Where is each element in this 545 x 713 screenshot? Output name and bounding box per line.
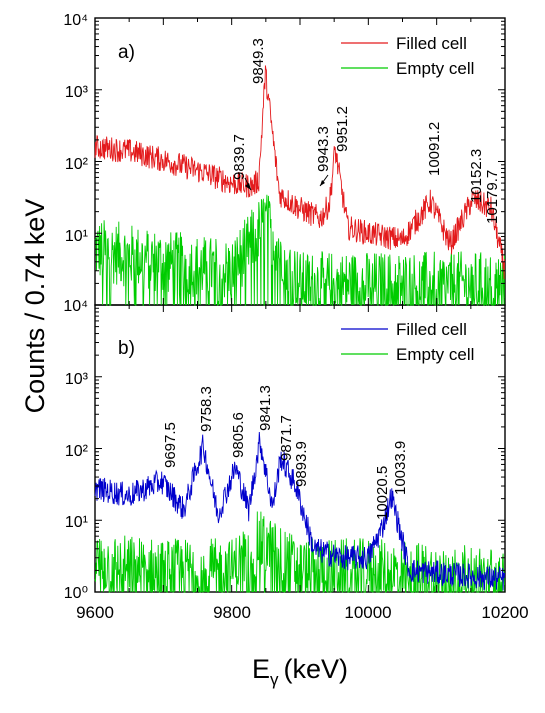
y-tick-label: 10² (65, 156, 89, 173)
x-tick-label: 10000 (344, 603, 391, 622)
peak-label: 9849.3 (250, 38, 267, 84)
y-tick-label: 10⁴ (63, 12, 88, 29)
peak-label: 9841.3 (257, 385, 274, 431)
y-tick-label: 10¹ (65, 514, 88, 531)
x-axis-unit: (keV) (284, 654, 349, 684)
peak-label: 10179.7 (484, 170, 501, 224)
peak-label: 9758.3 (198, 386, 215, 432)
panel-a-series-layer (94, 65, 506, 307)
y-tick-label: 10¹ (65, 228, 88, 245)
annotation-arrowhead (320, 180, 325, 186)
legend-label: Empty cell (396, 59, 474, 78)
peak-label: 9893.9 (293, 441, 310, 487)
peak-label: 9839.7 (231, 134, 248, 180)
peak-label: 9943.3 (315, 126, 332, 172)
peak-label: 9697.5 (162, 422, 179, 468)
y-tick-label: 10³ (65, 84, 89, 101)
peak-label: 9805.6 (230, 412, 247, 458)
panel-b-annotations: 9697.5 9758.3 9805.6 9841.3 9871.7 9893.… (162, 385, 409, 520)
legend-label: Filled cell (396, 320, 467, 339)
panel-a-annotations: 9849.3 9839.7 9943.3 9951.2 10091.2 1015… (231, 38, 501, 224)
series-line-filled-cell (94, 65, 506, 280)
legend-label: Filled cell (396, 34, 467, 53)
panel-b-label: b) (118, 338, 135, 359)
annotation-arrowhead (245, 183, 251, 190)
x-axis-subscript: γ (270, 670, 279, 689)
axis-ticks (94, 17, 506, 593)
x-tick-label: 9600 (76, 603, 114, 622)
y-tick-label: 10² (65, 443, 89, 460)
peak-label: 10033.9 (392, 441, 409, 495)
peak-label: 9951.2 (334, 106, 351, 152)
x-axis-symbol: E (252, 654, 270, 684)
panel-a-label: a) (118, 42, 135, 63)
y-axis-title: Counts / 0.74 keV (20, 199, 50, 414)
y-tick-label: 10⁰ (64, 585, 88, 602)
panel-a-legend: Filled cell Empty cell (341, 34, 474, 78)
peak-label: 9871.7 (278, 415, 295, 461)
series-line-empty-cell (94, 194, 506, 307)
y-tick-label: 10⁴ (63, 298, 88, 315)
peak-label: 10152.3 (468, 149, 485, 203)
legend-label: Empty cell (396, 345, 474, 364)
panel-b-legend: Filled cell Empty cell (341, 320, 474, 364)
peak-label: 10020.5 (374, 466, 391, 520)
series-line-filled-cell (94, 431, 506, 591)
x-axis-title: Eγ (keV) (252, 654, 348, 689)
y-tick-label: 10³ (65, 371, 89, 388)
x-tick-label: 9800 (213, 603, 251, 622)
x-tick-label: 10200 (481, 603, 528, 622)
peak-label: 10091.2 (426, 122, 443, 176)
